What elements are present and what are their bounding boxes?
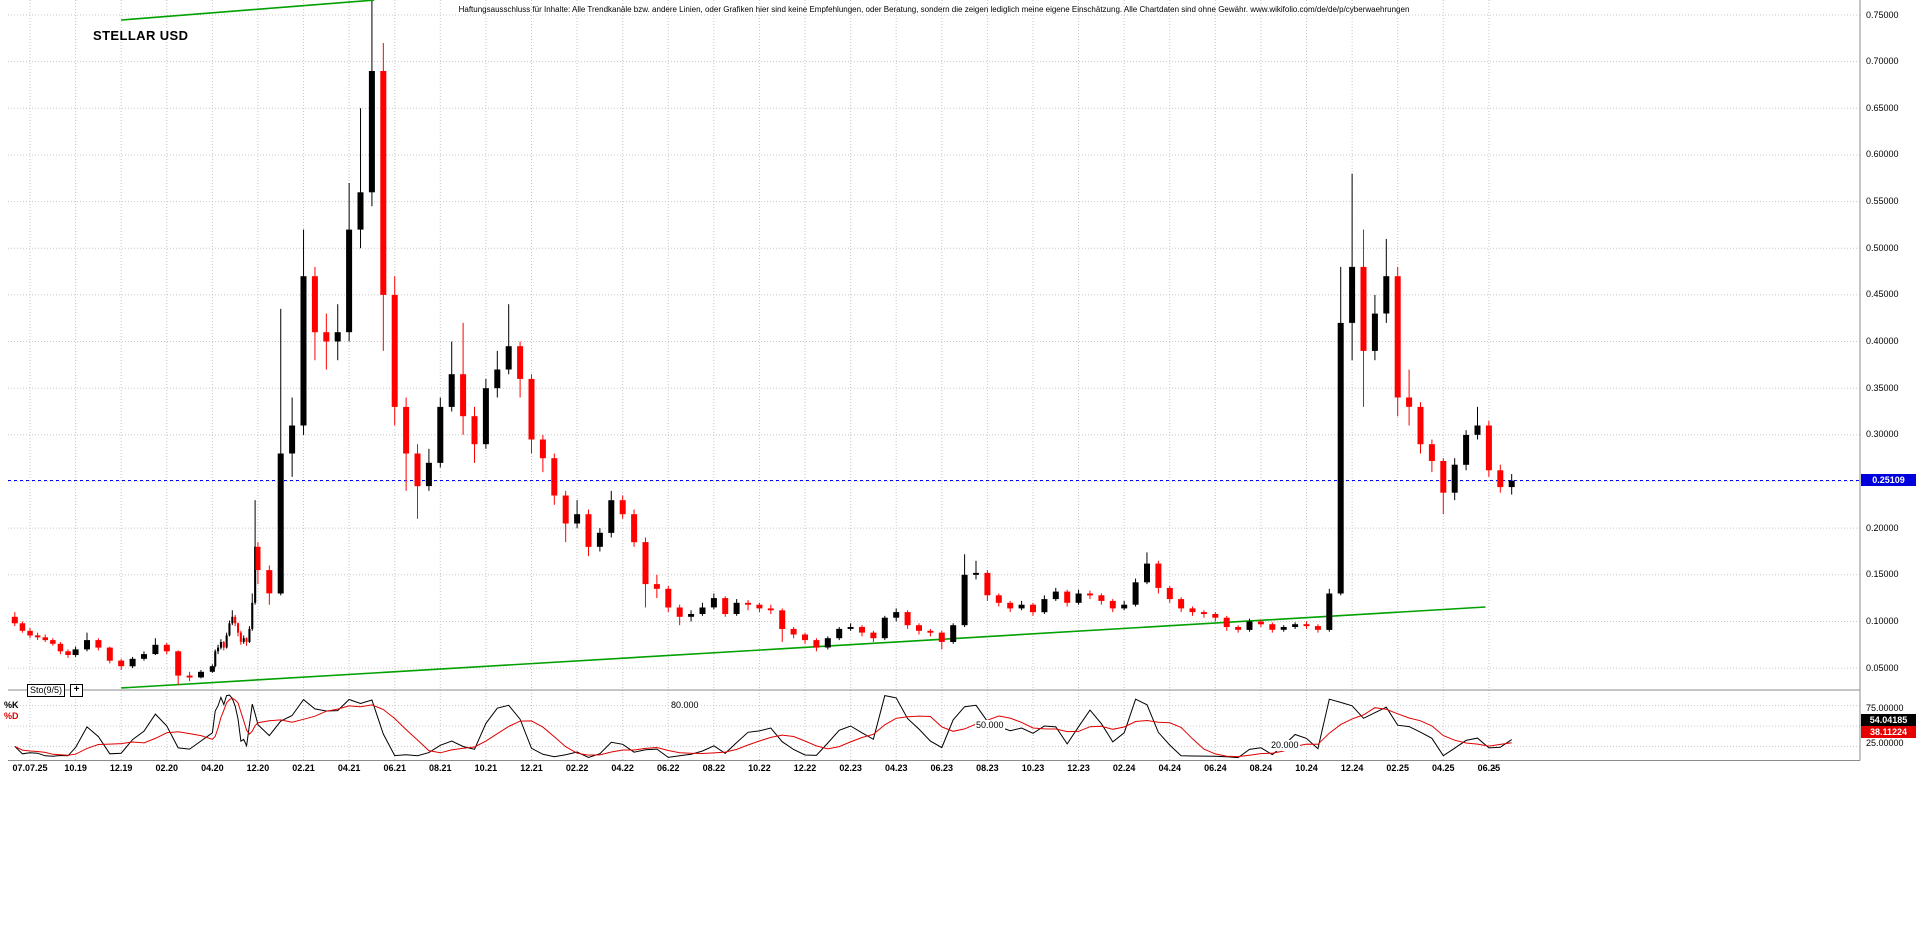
time-axis[interactable]	[0, 761, 1916, 777]
indicator-add-button[interactable]: +	[70, 684, 83, 697]
trend-line	[121, 606, 1486, 689]
sto-axis-top-label: 75.00000	[1866, 703, 1904, 713]
trend-line	[121, 0, 375, 21]
time-axis-end-marker: -	[1493, 763, 1496, 773]
indicator-settings-button[interactable]: Sto(9/5)	[27, 684, 66, 697]
candles-layer	[11, 1, 1515, 685]
stochastic-d-value-tag: 38.11224	[1861, 726, 1916, 738]
sto-axis-bottom-label: 25.00000	[1866, 738, 1904, 748]
stochastic-k-value-tag: 54.04185	[1861, 714, 1916, 726]
stochastic-d-line	[14, 697, 1512, 758]
stochastic-d-legend: %D	[4, 711, 19, 721]
chart-title: STELLAR USD	[93, 28, 189, 43]
current-price-tag: 0.25109	[1861, 474, 1916, 486]
stochastic-k-line	[14, 694, 1512, 759]
disclaimer-text: Haftungsausschluss für Inhalte: Alle Tre…	[458, 5, 1410, 14]
stochastic-k-legend: %K	[4, 700, 19, 710]
price-axis[interactable]	[1860, 0, 1916, 760]
